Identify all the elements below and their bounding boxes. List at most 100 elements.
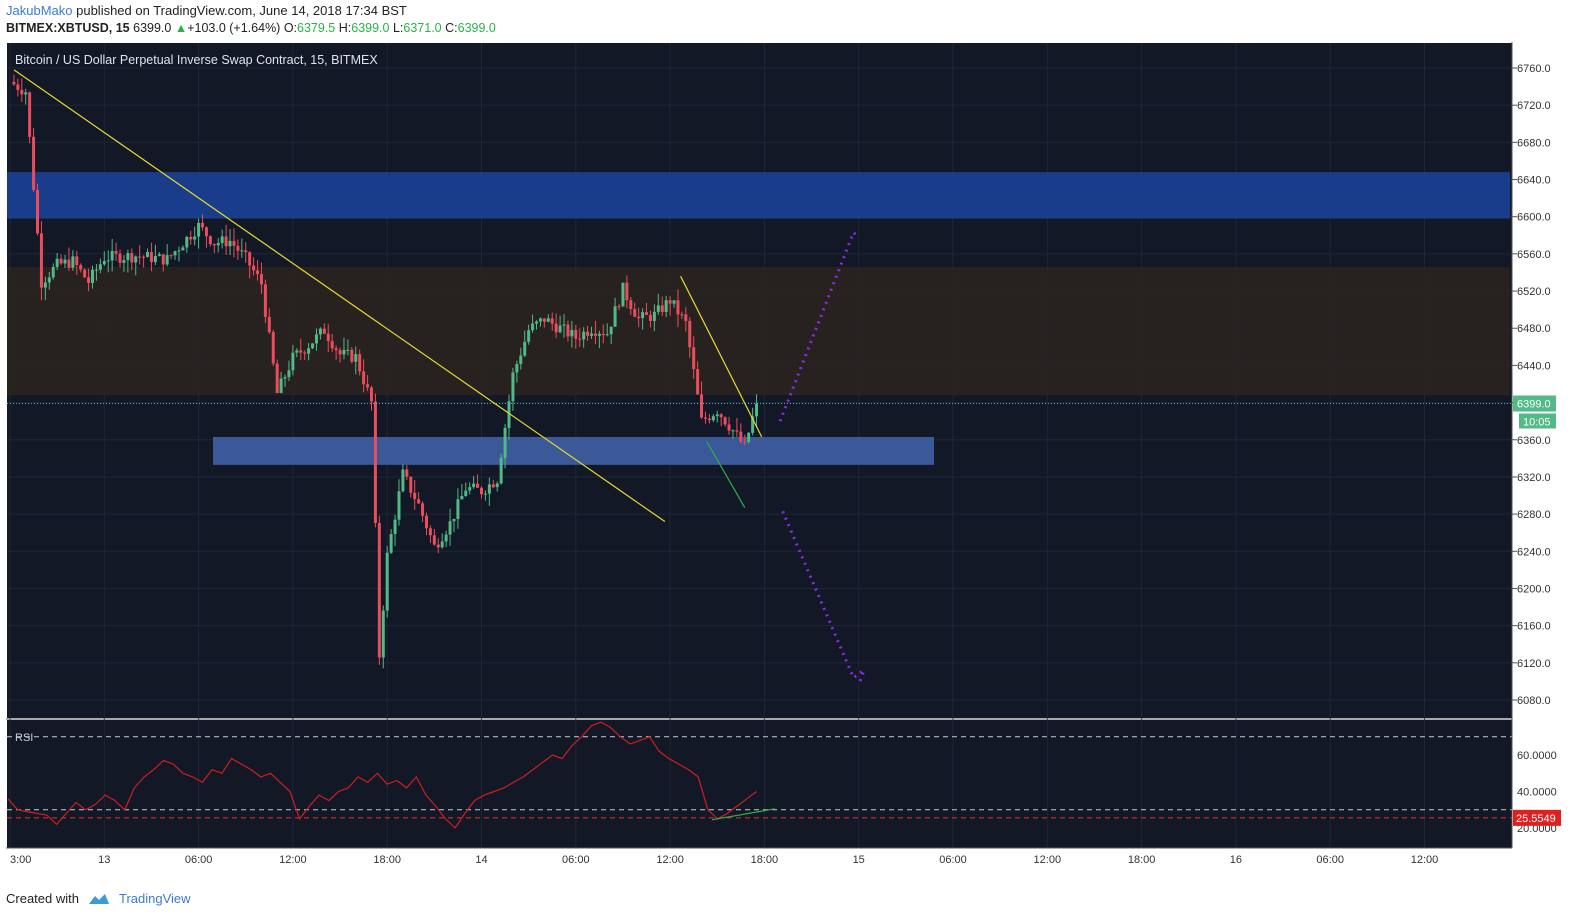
short-trendline: [680, 275, 763, 438]
candle-body: [381, 610, 385, 658]
candle-body: [142, 256, 146, 258]
candle-body: [51, 266, 55, 278]
price-chart[interactable]: 6760.0 6720.0 6680.0 6640.0 6600.0 6560.0 6520…: [0, 42, 1588, 878]
high-value: 6399.0: [351, 21, 390, 35]
symbol: BITMEX:XBTUSD, 15: [6, 21, 130, 35]
h-label: H:: [338, 21, 352, 35]
candle-body: [291, 352, 295, 371]
price-tick-label: 6080.0: [1517, 695, 1551, 707]
candle-body: [629, 300, 633, 310]
tradingview-link[interactable]: TradingView: [118, 891, 191, 906]
time-tick-label: 16: [1230, 854, 1242, 866]
candle-body: [590, 333, 594, 336]
candle-body: [676, 300, 680, 315]
candle-body: [652, 311, 656, 321]
candle-body: [578, 338, 582, 340]
candle-body: [515, 364, 519, 373]
time-tick-label: 06:00: [185, 854, 213, 866]
time-tick-label: 06:00: [562, 854, 590, 866]
rsi-tick-label: 60.0000: [1517, 750, 1557, 762]
candle-body: [267, 316, 271, 333]
candle-body: [236, 245, 240, 251]
price-tick-label: 6440.0: [1517, 360, 1551, 372]
candle-body: [558, 325, 562, 333]
candle-body: [75, 256, 79, 266]
candle-body: [228, 240, 232, 247]
candle-body: [358, 354, 362, 372]
candle-body: [393, 519, 397, 535]
candle-body: [688, 320, 692, 348]
candle-body: [47, 277, 51, 283]
candle-body: [55, 258, 59, 267]
candle-body: [641, 312, 645, 319]
candle-body: [668, 300, 672, 304]
price-tick-label: 6560.0: [1517, 249, 1551, 261]
candle-body: [483, 493, 487, 495]
countdown-label: 10:05: [1523, 417, 1551, 429]
candle-body: [554, 323, 558, 333]
candle-body: [743, 441, 747, 443]
candle-body: [751, 416, 755, 433]
price-tick-label: 6640.0: [1517, 175, 1551, 187]
candle-body: [417, 499, 421, 504]
candle-body: [574, 329, 578, 339]
candle-body: [566, 324, 570, 337]
candle-body: [354, 354, 358, 362]
last-price-label: 6399.0: [1517, 399, 1551, 411]
candle-body: [747, 432, 751, 442]
candle-body: [660, 305, 664, 313]
candle-body: [680, 314, 684, 316]
candle-body: [621, 282, 625, 307]
candle-body: [318, 328, 322, 335]
candle-body: [330, 340, 334, 349]
candle-body: [597, 333, 601, 336]
candle-body: [472, 483, 476, 488]
candle-body: [648, 314, 652, 321]
candle-body: [169, 255, 173, 257]
candle-body: [118, 253, 122, 263]
candle-body: [480, 487, 483, 495]
price-tick-label: 6360.0: [1517, 435, 1551, 447]
candle-body: [346, 349, 350, 351]
candle-body: [350, 349, 354, 362]
candle-body: [609, 326, 613, 335]
zones: [7, 172, 1510, 465]
time-tick-label: 15: [853, 854, 865, 866]
candle-body: [212, 243, 216, 246]
candle-body: [562, 324, 566, 326]
candle-body: [464, 490, 468, 497]
price-tick-label: 6480.0: [1517, 323, 1551, 335]
descending-trendline: [13, 69, 666, 523]
time-tick-label: 3:00: [10, 854, 31, 866]
candle-body: [146, 251, 150, 258]
candle-body: [271, 332, 275, 364]
close-value: 6399.0: [457, 21, 496, 35]
candle-body: [405, 469, 409, 477]
candle-body: [43, 282, 47, 288]
candle-body: [366, 384, 370, 388]
candle-body: [240, 250, 244, 252]
demand-zone: [213, 436, 934, 465]
candle-body: [63, 259, 67, 264]
candle-body: [625, 282, 629, 301]
candle-body: [307, 348, 311, 354]
candle-body: [208, 236, 212, 244]
candle-body: [711, 416, 715, 421]
candle-body: [613, 306, 617, 327]
candle-body: [542, 318, 546, 322]
candle-body: [20, 89, 24, 95]
candle-body: [440, 541, 444, 548]
price-tick-label: 6520.0: [1517, 286, 1551, 298]
time-tick-label: 12:00: [279, 854, 307, 866]
candle-body: [197, 222, 201, 237]
low-value: 6371.0: [403, 21, 442, 35]
candle-body: [570, 329, 574, 337]
price-tick-label: 6240.0: [1517, 546, 1551, 558]
author-link[interactable]: JakubMako: [6, 3, 73, 18]
candle-body: [322, 328, 326, 334]
candle-body: [71, 256, 75, 268]
candle-body: [389, 534, 393, 553]
time-tick-label: 13: [98, 854, 110, 866]
candle-body: [421, 503, 425, 516]
candle-body: [593, 333, 597, 336]
